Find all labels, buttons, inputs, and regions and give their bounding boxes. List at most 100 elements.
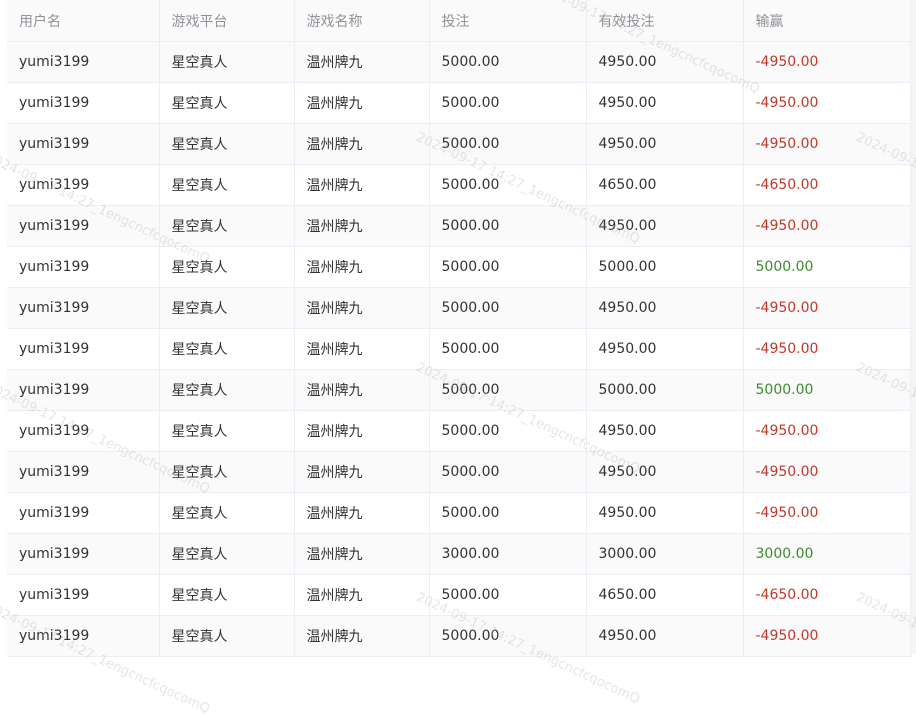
cell-bet: 5000.00 (428, 369, 587, 411)
cell-platform: 星空真人 (158, 451, 295, 493)
cell-win-loss: -4950.00 (742, 328, 912, 370)
cell-win-loss: -4950.00 (742, 82, 912, 124)
cell-platform: 星空真人 (158, 246, 295, 288)
cell-platform: 星空真人 (158, 164, 295, 206)
cell-win-loss: -4950.00 (742, 451, 912, 493)
cell-username: yumi3199 (7, 451, 160, 493)
cell-bet: 5000.00 (428, 246, 587, 288)
cell-bet: 5000.00 (428, 287, 587, 329)
cell-username: yumi3199 (7, 533, 160, 575)
header-bet[interactable]: 投注 (428, 0, 587, 42)
cell-platform: 星空真人 (158, 123, 295, 165)
cell-valid-bet: 4950.00 (585, 123, 744, 165)
cell-username: yumi3199 (7, 410, 160, 452)
table-row[interactable]: yumi3199 星空真人 温州牌九 5000.00 4950.00 -4950.00 (7, 287, 912, 329)
cell-game-name: 温州牌九 (293, 41, 430, 83)
table-header-row: 用户名 游戏平台 游戏名称 投注 有效投注 输赢 (7, 0, 912, 42)
cell-game-name: 温州牌九 (293, 492, 430, 534)
table-row[interactable]: yumi3199 星空真人 温州牌九 5000.00 4950.00 -4950.00 (7, 41, 912, 83)
cell-win-loss: 5000.00 (742, 246, 912, 288)
cell-valid-bet: 4950.00 (585, 287, 744, 329)
cell-game-name: 温州牌九 (293, 246, 430, 288)
cell-win-loss: 5000.00 (742, 369, 912, 411)
table-row[interactable]: yumi3199 星空真人 温州牌九 5000.00 4950.00 -4950.00 (7, 82, 912, 124)
cell-valid-bet: 4650.00 (585, 574, 744, 616)
cell-username: yumi3199 (7, 123, 160, 165)
table-row[interactable]: yumi3199 星空真人 温州牌九 5000.00 4650.00 -4650.00 (7, 574, 912, 616)
cell-username: yumi3199 (7, 164, 160, 206)
cell-platform: 星空真人 (158, 533, 295, 575)
cell-username: yumi3199 (7, 574, 160, 616)
header-game-name[interactable]: 游戏名称 (293, 0, 430, 42)
cell-bet: 5000.00 (428, 451, 587, 493)
cell-platform: 星空真人 (158, 41, 295, 83)
cell-bet: 5000.00 (428, 492, 587, 534)
cell-username: yumi3199 (7, 41, 160, 83)
cell-valid-bet: 4950.00 (585, 615, 744, 657)
cell-valid-bet: 4950.00 (585, 41, 744, 83)
cell-win-loss: -4950.00 (742, 123, 912, 165)
cell-platform: 星空真人 (158, 82, 295, 124)
cell-bet: 5000.00 (428, 328, 587, 370)
scrollbar-edge[interactable] (910, 0, 916, 654)
cell-game-name: 温州牌九 (293, 164, 430, 206)
cell-valid-bet: 3000.00 (585, 533, 744, 575)
cell-bet: 5000.00 (428, 82, 587, 124)
cell-valid-bet: 4950.00 (585, 328, 744, 370)
cell-username: yumi3199 (7, 82, 160, 124)
cell-game-name: 温州牌九 (293, 287, 430, 329)
cell-bet: 5000.00 (428, 615, 587, 657)
table-row[interactable]: yumi3199 星空真人 温州牌九 5000.00 4950.00 -4950.00 (7, 451, 912, 493)
header-win-loss[interactable]: 输赢 (742, 0, 912, 42)
header-platform[interactable]: 游戏平台 (158, 0, 295, 42)
cell-bet: 5000.00 (428, 574, 587, 616)
cell-game-name: 温州牌九 (293, 410, 430, 452)
cell-valid-bet: 4650.00 (585, 164, 744, 206)
cell-game-name: 温州牌九 (293, 123, 430, 165)
cell-game-name: 温州牌九 (293, 615, 430, 657)
cell-valid-bet: 4950.00 (585, 205, 744, 247)
cell-win-loss: 3000.00 (742, 533, 912, 575)
cell-game-name: 温州牌九 (293, 574, 430, 616)
cell-bet: 5000.00 (428, 410, 587, 452)
cell-username: yumi3199 (7, 615, 160, 657)
header-username[interactable]: 用户名 (7, 0, 160, 42)
cell-valid-bet: 4950.00 (585, 492, 744, 534)
cell-username: yumi3199 (7, 369, 160, 411)
cell-username: yumi3199 (7, 287, 160, 329)
cell-platform: 星空真人 (158, 369, 295, 411)
cell-platform: 星空真人 (158, 574, 295, 616)
cell-win-loss: -4950.00 (742, 287, 912, 329)
cell-valid-bet: 4950.00 (585, 410, 744, 452)
table-row[interactable]: yumi3199 星空真人 温州牌九 5000.00 4950.00 -4950.00 (7, 615, 912, 657)
cell-game-name: 温州牌九 (293, 205, 430, 247)
cell-game-name: 温州牌九 (293, 451, 430, 493)
cell-platform: 星空真人 (158, 615, 295, 657)
cell-win-loss: -4950.00 (742, 615, 912, 657)
cell-bet: 5000.00 (428, 205, 587, 247)
table-row[interactable]: yumi3199 星空真人 温州牌九 5000.00 4950.00 -4950.00 (7, 205, 912, 247)
table-row[interactable]: yumi3199 星空真人 温州牌九 5000.00 4950.00 -4950.00 (7, 123, 912, 165)
table-row[interactable]: yumi3199 星空真人 温州牌九 5000.00 4950.00 -4950.00 (7, 328, 912, 370)
cell-game-name: 温州牌九 (293, 82, 430, 124)
cell-bet: 5000.00 (428, 164, 587, 206)
table-row[interactable]: yumi3199 星空真人 温州牌九 5000.00 4950.00 -4950.00 (7, 410, 912, 452)
cell-bet: 5000.00 (428, 41, 587, 83)
cell-game-name: 温州牌九 (293, 533, 430, 575)
table-row[interactable]: yumi3199 星空真人 温州牌九 5000.00 4650.00 -4650.00 (7, 164, 912, 206)
cell-platform: 星空真人 (158, 328, 295, 370)
table-row[interactable]: yumi3199 星空真人 温州牌九 5000.00 5000.00 5000.00 (7, 369, 912, 411)
table-row[interactable]: yumi3199 星空真人 温州牌九 3000.00 3000.00 3000.00 (7, 533, 912, 575)
cell-game-name: 温州牌九 (293, 328, 430, 370)
table-row[interactable]: yumi3199 星空真人 温州牌九 5000.00 4950.00 -4950.00 (7, 492, 912, 534)
header-valid-bet[interactable]: 有效投注 (585, 0, 744, 42)
cell-win-loss: -4650.00 (742, 574, 912, 616)
cell-game-name: 温州牌九 (293, 369, 430, 411)
table-row[interactable]: yumi3199 星空真人 温州牌九 5000.00 5000.00 5000.00 (7, 246, 912, 288)
cell-valid-bet: 4950.00 (585, 451, 744, 493)
cell-win-loss: -4950.00 (742, 492, 912, 534)
cell-win-loss: -4650.00 (742, 164, 912, 206)
cell-bet: 3000.00 (428, 533, 587, 575)
cell-platform: 星空真人 (158, 492, 295, 534)
cell-valid-bet: 5000.00 (585, 369, 744, 411)
